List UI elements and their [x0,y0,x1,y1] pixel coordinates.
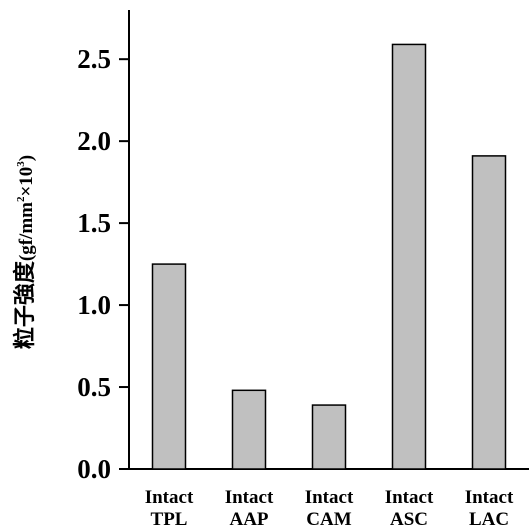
category-label: TPL [151,509,188,530]
y-tick-label: 2.5 [77,44,111,74]
y-axis-title-unit-mid: ×10 [16,167,37,197]
y-tick-label: 0.5 [77,372,111,402]
bars [151,43,507,470]
y-axis-title-unit-prefix: (gf/mm [16,202,37,261]
category-label: Intact [145,487,194,508]
category-label: CAM [306,509,351,530]
category-labels: IntactTPLIntactAAPIntactCAMIntactASCInta… [145,487,514,530]
y-axis-title-unit-sup2: 3 [15,161,27,167]
category-label: AAP [229,509,268,530]
bar-asc [391,43,427,470]
category-label: LAC [469,509,509,530]
category-label: ASC [390,509,428,530]
y-tick-label: 2.0 [77,126,111,156]
category-label: Intact [305,487,354,508]
category-label: Intact [385,487,434,508]
y-axis: 0.0 0.5 1.0 1.5 2.0 2.5 [77,10,130,484]
bar-tpl [151,263,187,470]
y-axis-title-unit-sup1: 2 [15,196,27,202]
y-axis-title: 粒子強度(gf/mm2×103) [12,155,38,349]
y-tick-label: 1.5 [77,208,111,238]
bar-aap [231,389,267,470]
category-label: Intact [465,487,514,508]
y-tick-label: 0.0 [77,454,111,484]
y-axis-title-unit-suffix: ) [16,155,37,161]
bar-cam [311,404,347,470]
category-label: Intact [225,487,274,508]
y-axis-title-main: 粒子強度 [12,260,38,349]
bar-lac [471,155,507,470]
y-tick-label: 1.0 [77,290,111,320]
